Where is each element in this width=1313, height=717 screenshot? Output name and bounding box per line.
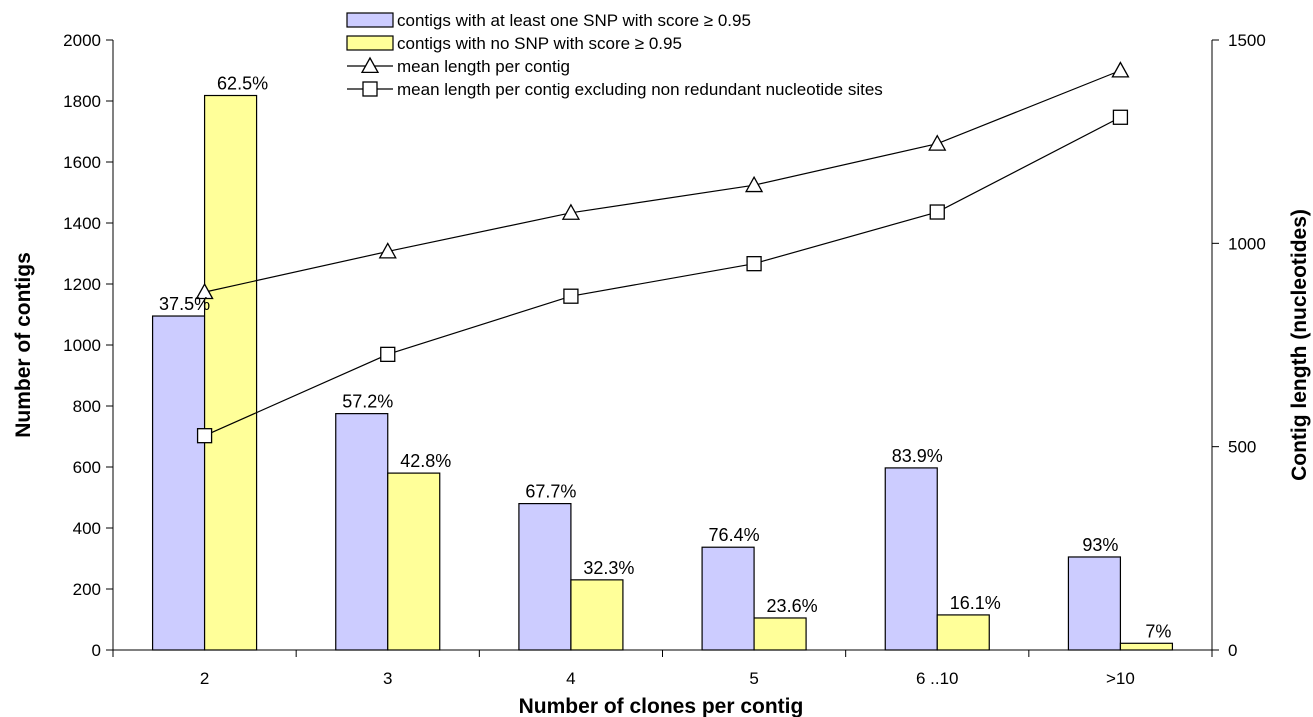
x-tick-label: 3 <box>383 669 392 688</box>
x-tick-label: 2 <box>200 669 209 688</box>
y-tick-label: 1000 <box>63 336 101 355</box>
bar-data-label: 83.9% <box>892 446 943 466</box>
y-axis-title: Number of contigs <box>12 252 35 438</box>
bar-data-label: 93% <box>1082 535 1118 555</box>
axes-layer: 0 200 400 600 800 1000 1200 1400 1600 1800 2000 0 50… <box>63 31 1266 688</box>
bar-data-label: 7% <box>1145 621 1171 641</box>
legend-swatch <box>346 12 394 28</box>
legend-entry-label: mean length per contig excluding non red… <box>397 80 883 99</box>
bar <box>335 413 389 651</box>
labels-layer: 37.5% 57.2% 67.7% 76.4% 83.9% 93% 62.5% 42.8% 32… <box>159 74 1171 642</box>
bar <box>387 472 441 651</box>
y2-tick-label: 1500 <box>1228 31 1266 50</box>
square-point <box>196 428 213 444</box>
bar <box>518 503 572 651</box>
bar-data-label: 16.1% <box>950 593 1001 613</box>
legend-triangle-marker <box>360 56 380 74</box>
x-tick-label: 4 <box>566 669 575 688</box>
x-tick-label: 5 <box>749 669 758 688</box>
x-axis-title: Number of clones per contig <box>519 695 804 717</box>
bar-data-label: 62.5% <box>217 74 268 94</box>
square-point <box>563 288 579 304</box>
y-tick-label: 0 <box>92 641 101 660</box>
triangle-point <box>744 175 764 193</box>
y-tick-label: 1200 <box>63 275 101 294</box>
bar <box>1119 642 1174 651</box>
bar-data-label: 23.6% <box>767 596 818 616</box>
y-tick-label: 200 <box>73 580 101 599</box>
triangle-point <box>561 203 581 220</box>
y-tick-label: 400 <box>73 519 101 538</box>
square-point <box>1112 109 1129 125</box>
y2-axis-title: Contig length (nucleotides) <box>1288 209 1311 481</box>
bar <box>570 579 624 651</box>
bar-data-label: 57.2% <box>342 392 393 412</box>
bar <box>936 614 990 651</box>
legend-entry-label: mean length per contig <box>397 57 570 76</box>
triangle-point <box>195 282 214 300</box>
bar <box>884 467 938 651</box>
bar <box>753 617 807 651</box>
lines-layer <box>195 61 1130 444</box>
y-tick-label: 1800 <box>63 92 101 111</box>
y-tick-label: 600 <box>73 458 101 477</box>
triangle-point <box>378 242 397 259</box>
triangle-point <box>928 134 947 151</box>
legend-entry-label: contigs with no SNP with score ≥ 0.95 <box>397 34 682 53</box>
bar-data-label: 67.7% <box>525 482 576 502</box>
bar <box>1067 556 1122 651</box>
y-tick-label: 2000 <box>63 31 101 50</box>
bar-data-label: 32.3% <box>583 558 634 578</box>
bar <box>701 546 755 651</box>
legend-square-marker <box>362 81 378 97</box>
bar-data-label: 76.4% <box>709 525 760 545</box>
bar <box>151 315 206 651</box>
legend-swatch <box>346 35 394 51</box>
bar-data-label: 37.5% <box>159 294 210 314</box>
bars-layer <box>151 94 1174 651</box>
bar <box>203 94 258 651</box>
bar-data-label: 42.8% <box>400 451 451 471</box>
triangle-point <box>1111 61 1130 78</box>
y2-tick-label: 500 <box>1228 438 1256 457</box>
y-tick-label: 1400 <box>63 214 101 233</box>
x-tick-label: 6 ..10 <box>916 669 959 688</box>
square-point <box>746 256 762 272</box>
mean-length-excl-line <box>204 116 1121 437</box>
legend-entry-label: contigs with at least one SNP with score… <box>397 11 751 30</box>
y-tick-label: 800 <box>73 397 101 416</box>
legend: contigs with at least one SNP with score… <box>346 11 883 99</box>
y2-tick-label: 1000 <box>1228 234 1266 253</box>
y2-tick-label: 0 <box>1228 641 1237 660</box>
square-point <box>929 204 945 220</box>
x-tick-label: >10 <box>1106 669 1135 688</box>
mean-length-line <box>204 69 1121 293</box>
square-point <box>380 346 396 363</box>
y-tick-label: 1600 <box>63 153 101 172</box>
